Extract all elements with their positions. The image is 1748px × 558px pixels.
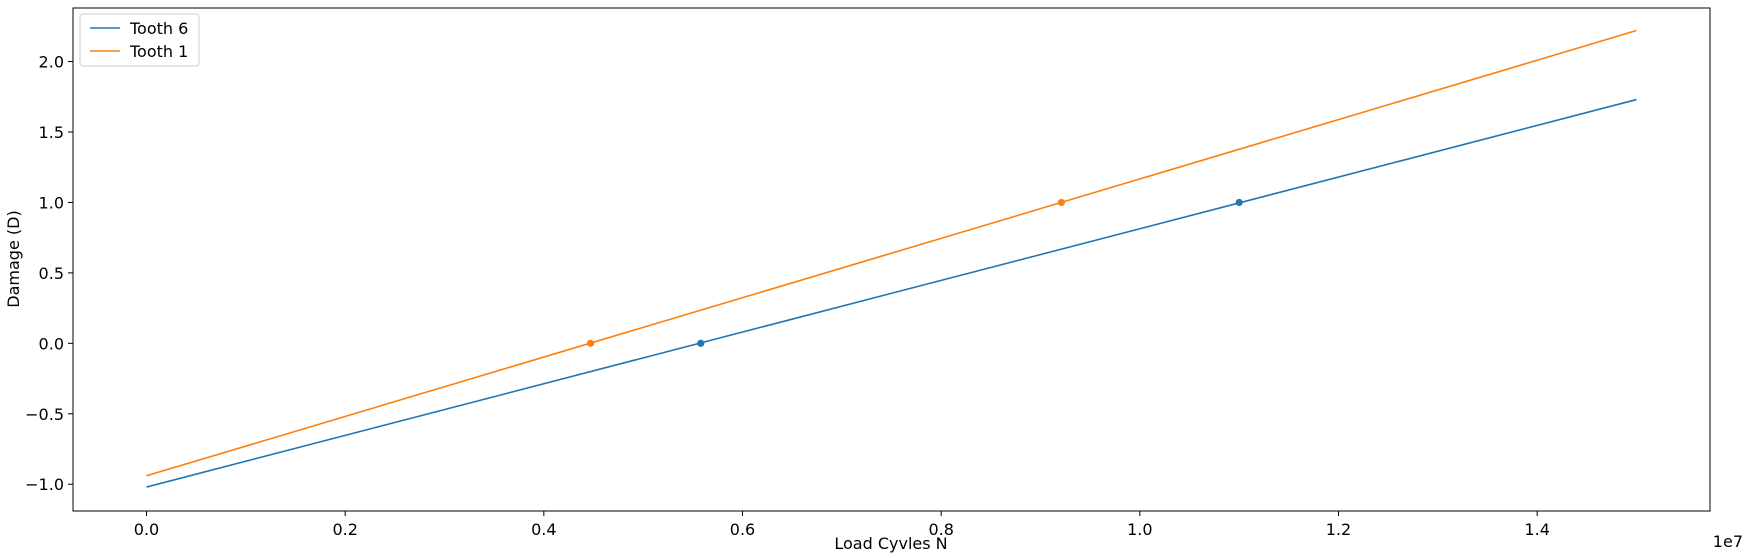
marker-tooth-6 bbox=[697, 339, 705, 347]
legend-box bbox=[79, 13, 200, 67]
marker-tooth-1 bbox=[586, 339, 595, 347]
x-tick-label: 0.8 bbox=[928, 520, 953, 539]
series-lines bbox=[146, 29, 1637, 488]
legend-label-tooth-1: Tooth 1 bbox=[129, 42, 188, 61]
x-tick-label: 1.2 bbox=[1326, 520, 1351, 539]
x-axis-ticks: 0.0 0.2 0.4 0.6 0.8 1.0 1.2 1.4 bbox=[134, 511, 1550, 539]
plot-frame bbox=[72, 7, 1711, 512]
x-tick-label: 0.4 bbox=[531, 520, 556, 539]
series-line-tooth-1 bbox=[146, 29, 1637, 477]
y-tick-label: 1.5 bbox=[39, 123, 64, 142]
y-axis-ticks: −1.0 −0.5 0.0 0.5 1.0 1.5 2.0 bbox=[25, 53, 73, 494]
x-tick-label: 1.4 bbox=[1524, 520, 1549, 539]
x-tick-label: 0.2 bbox=[332, 520, 357, 539]
x-offset-text: 1e7 bbox=[1713, 532, 1743, 551]
series-markers bbox=[586, 198, 1243, 347]
y-tick-label: 1.0 bbox=[39, 193, 64, 212]
series-line-tooth-6 bbox=[146, 98, 1637, 488]
marker-tooth-6 bbox=[1235, 198, 1243, 207]
x-tick-label: 1.0 bbox=[1127, 520, 1152, 539]
y-tick-label: 0.5 bbox=[39, 264, 64, 283]
x-tick-label: 0.0 bbox=[134, 520, 159, 539]
y-tick-label: 2.0 bbox=[39, 53, 64, 72]
x-axis-label: Load Cyvles N bbox=[834, 534, 947, 553]
y-tick-label: −0.5 bbox=[25, 405, 64, 424]
legend: Tooth 6 Tooth 1 bbox=[79, 13, 200, 67]
y-axis-label: Damage (D) bbox=[4, 210, 23, 307]
marker-tooth-1 bbox=[1057, 198, 1065, 207]
y-tick-label: 0.0 bbox=[39, 334, 64, 353]
y-tick-label: −1.0 bbox=[25, 475, 64, 494]
x-tick-label: 0.6 bbox=[730, 520, 755, 539]
legend-label-tooth-6: Tooth 6 bbox=[129, 19, 188, 38]
